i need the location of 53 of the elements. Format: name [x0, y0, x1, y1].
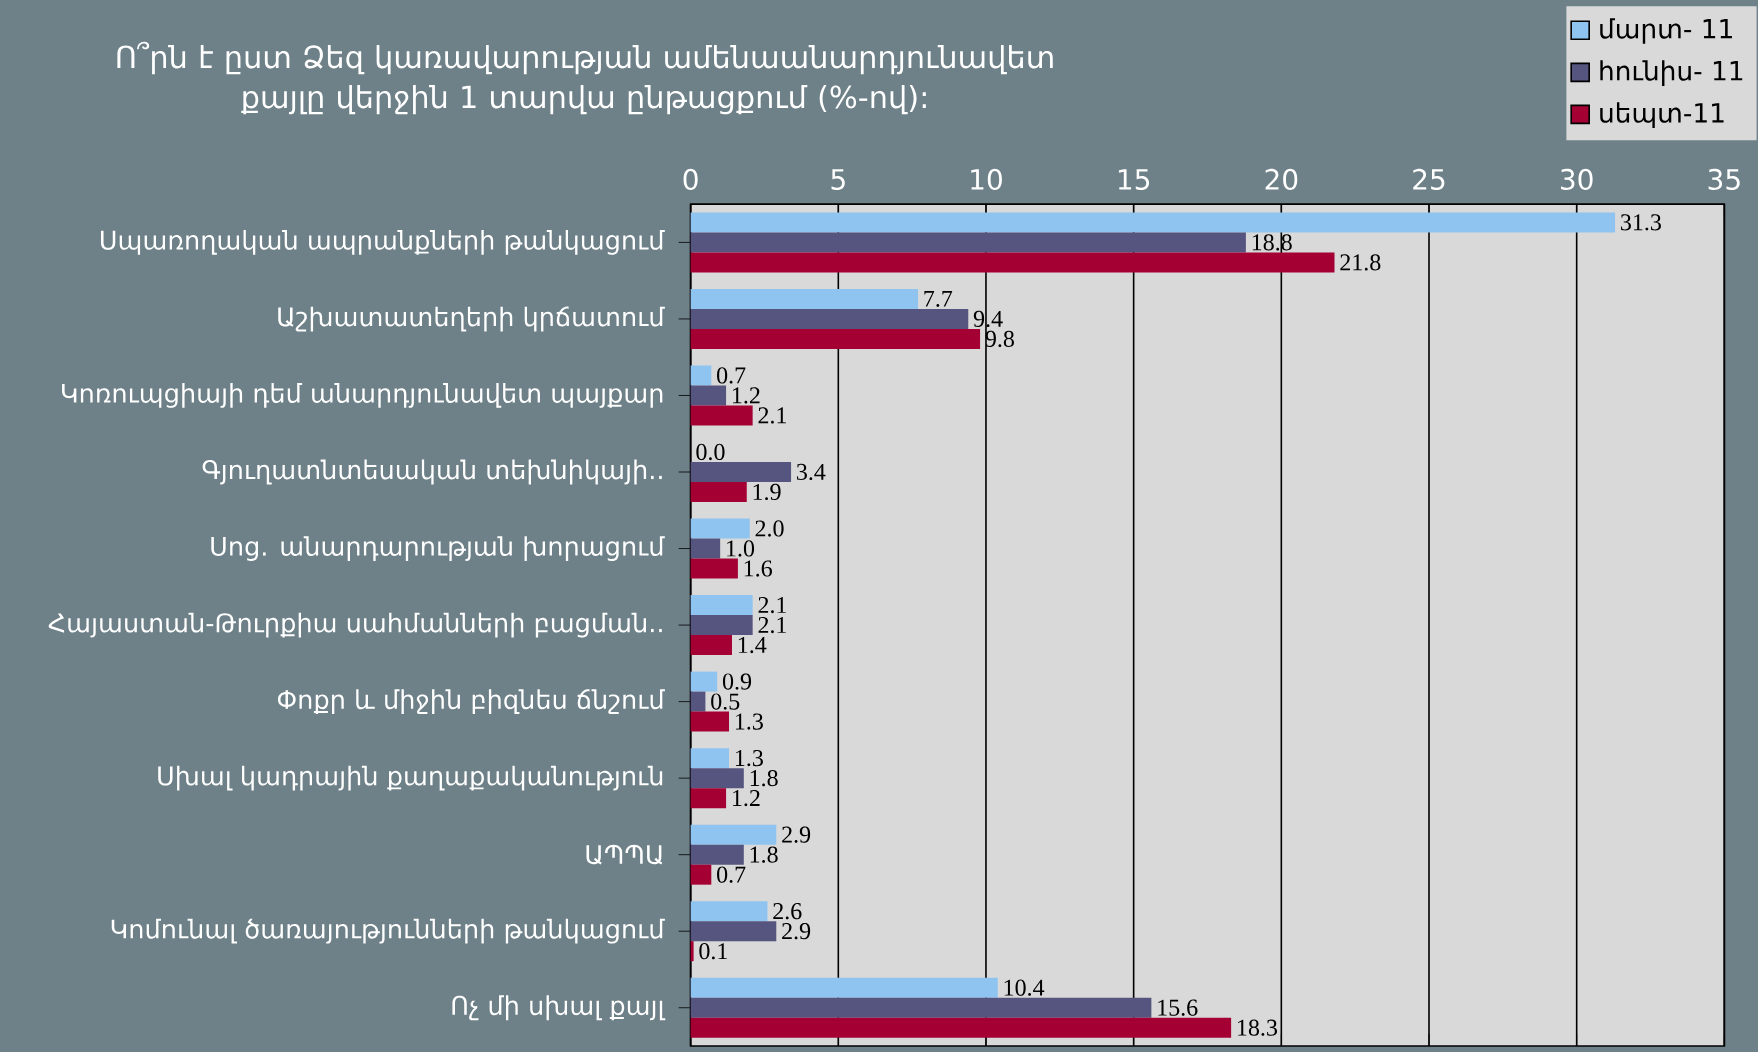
data-label: 15.6 [1158, 999, 1198, 1016]
y-tick-label: Գյուղատնտեսական տեխնիկայի.. [202, 459, 662, 485]
legend-label: մարտ- 11 [1600, 18, 1732, 44]
data-label: 1.6 [744, 560, 772, 577]
y-tick-label: Սխալ կադրային քաղաքականություն [158, 765, 663, 791]
data-label: 2.1 [758, 616, 786, 634]
data-label: 2.0 [755, 520, 784, 537]
data-label: 2.1 [758, 407, 786, 424]
data-label: 1.8 [750, 846, 778, 863]
data-label: 0.1 [699, 943, 727, 960]
data-label: 0.7 [717, 866, 746, 883]
data-label: 7.7 [924, 290, 953, 307]
data-label: 1.3 [735, 749, 763, 767]
y-tick-label: Կոմունալ ծառայությունների թանկացում [111, 918, 665, 944]
data-label: 0.0 [696, 443, 725, 461]
x-tick-label: 35 [1708, 168, 1740, 190]
x-tick-label: 5 [831, 169, 845, 190]
x-tick-label: 30 [1560, 168, 1593, 190]
y-tick-label: Կոռուպցիայի դեմ անարդյունավետ պայքար [62, 383, 663, 408]
data-label: 2.6 [773, 903, 802, 920]
data-label: 0.7 [717, 367, 746, 384]
data-label: 31.3 [1620, 214, 1661, 231]
data-label: 1.2 [733, 789, 760, 807]
data-label: 1.3 [735, 713, 763, 730]
data-label: 2.9 [782, 826, 811, 843]
data-label: 1.2 [733, 387, 760, 404]
y-tick-label: Փոքր և միջին բիզնես ճնշում [277, 689, 665, 715]
data-label: 2.1 [758, 596, 786, 614]
data-label: 1.0 [727, 540, 755, 557]
data-label: 2.9 [782, 923, 811, 940]
y-tick-label: Սոց. անարդարության խորացում [211, 536, 665, 561]
y-tick-label: Աշխատատեղերի կրճատում [278, 306, 665, 332]
y-tick-label: Հայաստան-Թուրքիա սահմանների բացման.. [48, 612, 662, 638]
x-tick-label: 25 [1413, 168, 1445, 190]
legend-label: սեպտ-11 [1600, 102, 1724, 128]
y-tick-label: Սպառողական ապրանքների թանկացում [100, 230, 665, 255]
data-label: 3.4 [796, 463, 826, 481]
data-label: 1.4 [738, 636, 767, 654]
y-tick-label: Ոչ մի սխալ քայլ [452, 995, 666, 1021]
data-label: 21.8 [1340, 254, 1381, 271]
chart-title: Ո՞րն է ըստ Ձեզ կառավարության ամենաանարդյունավետ քայլը վերջին 1 տարվա ընթացքում (%-ով): [117, 41, 1053, 115]
x-tick-label: 15 [1118, 169, 1150, 190]
legend-label: հունիս- 11 [1600, 60, 1743, 86]
data-label: 1.8 [750, 769, 778, 787]
data-label: 10.4 [1004, 979, 1045, 996]
data-label: 0.5 [711, 693, 740, 710]
x-tick-label: 10 [971, 168, 1002, 190]
data-label: 1.9 [753, 483, 781, 501]
y-tick-label: ԱՊՊԱ [586, 844, 663, 865]
data-label: 18.3 [1238, 1019, 1278, 1036]
data-label: 0.9 [722, 673, 752, 690]
x-tick-label: 20 [1265, 168, 1298, 190]
x-tick-label: 0 [683, 168, 698, 190]
